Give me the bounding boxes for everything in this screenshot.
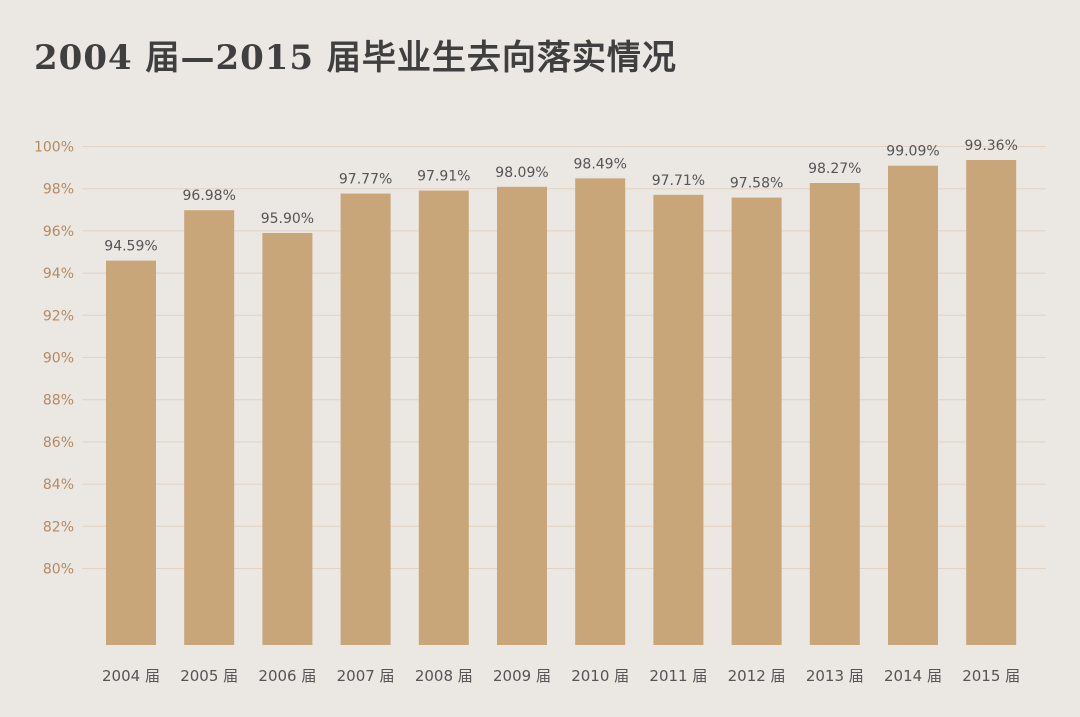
data-label: 96.98% <box>183 188 236 204</box>
chart-title: 2004 届—2015 届毕业生去向落实情况 <box>34 38 677 78</box>
y-tick-label: 100% <box>34 140 74 156</box>
y-tick-label: 90% <box>43 351 74 367</box>
x-tick-label: 2010 届 <box>571 667 629 685</box>
data-label: 97.77% <box>339 172 392 188</box>
data-label: 97.91% <box>417 169 470 185</box>
bar <box>653 194 704 645</box>
bar <box>888 165 938 646</box>
data-label: 99.36% <box>965 138 1018 154</box>
x-tick-label: 2014 届 <box>884 667 942 685</box>
x-tick-label: 2006 届 <box>258 667 316 685</box>
data-label: 98.27% <box>808 161 861 177</box>
y-tick-label: 96% <box>43 224 74 240</box>
bar <box>966 160 1017 645</box>
data-label: 97.58% <box>730 176 783 192</box>
bar <box>106 260 156 645</box>
y-tick-label: 88% <box>43 393 74 409</box>
data-label: 99.09% <box>886 144 939 160</box>
y-tick-label: 86% <box>43 435 74 451</box>
x-tick-label: 2012 届 <box>728 667 786 685</box>
x-tick-label: 2007 届 <box>337 667 395 685</box>
x-tick-label: 2005 届 <box>180 667 238 685</box>
bar <box>497 186 547 645</box>
bar <box>809 183 860 646</box>
x-tick-label: 2009 届 <box>493 667 551 685</box>
bar <box>731 197 782 645</box>
data-label: 98.49% <box>574 156 627 172</box>
y-tick-label: 80% <box>43 562 74 578</box>
x-tick-label: 2015 届 <box>962 667 1020 685</box>
y-tick-label: 82% <box>43 519 74 535</box>
x-tick-label: 2011 届 <box>649 667 707 685</box>
y-tick-label: 84% <box>43 477 74 493</box>
y-tick-label: 94% <box>43 266 74 282</box>
bar <box>575 178 626 645</box>
data-label: 94.59% <box>104 239 157 255</box>
y-tick-label: 92% <box>43 308 74 324</box>
bar <box>262 233 313 645</box>
y-tick-label: 98% <box>43 182 74 198</box>
x-tick-label: 2004 届 <box>102 667 160 685</box>
bar <box>418 190 469 645</box>
x-tick-label: 2008 届 <box>415 667 473 685</box>
data-label: 97.71% <box>652 173 705 189</box>
bar <box>184 210 235 646</box>
bar <box>340 193 391 646</box>
data-label: 95.90% <box>261 211 314 227</box>
x-tick-label: 2013 届 <box>806 667 864 685</box>
data-label: 98.09% <box>495 165 548 181</box>
